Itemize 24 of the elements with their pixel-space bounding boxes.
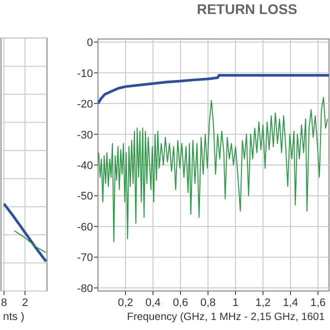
x-tick-label: 1,2 [255,297,271,309]
x-tick-label: 2 [22,297,28,309]
y-tick-label: 0 [86,37,93,50]
x-tick-label: 1 [232,297,239,309]
chart-title: RETURN LOSS [196,1,298,17]
x-tick-label: 1,4 [282,297,298,309]
y-tick-label: -60 [77,221,93,234]
y-tick-label: -80 [77,282,93,295]
x-tick-label: 0,8 [200,297,216,309]
y-tick-label: -30 [77,129,93,142]
x-tick-label: 1,6 [310,297,326,309]
y-tick-label: -10 [77,68,93,80]
line-series [98,74,329,105]
x-axis-title: nts ) [3,311,24,323]
y-tick-label: -20 [77,98,93,111]
x-tick-label: 0,4 [145,297,161,309]
y-tick-label: -70 [77,252,93,264]
x-tick-label: 0,2 [118,297,134,309]
line-series [98,96,328,242]
x-tick-label: 8 [0,297,8,309]
x-tick-label: 0,6 [172,297,188,309]
y-tick-label: -40 [77,160,93,172]
y-tick-label: -50 [77,190,93,203]
x-axis-title: Frequency (GHz, 1 MHz - 2,15 GHz, 1601 [127,311,325,323]
